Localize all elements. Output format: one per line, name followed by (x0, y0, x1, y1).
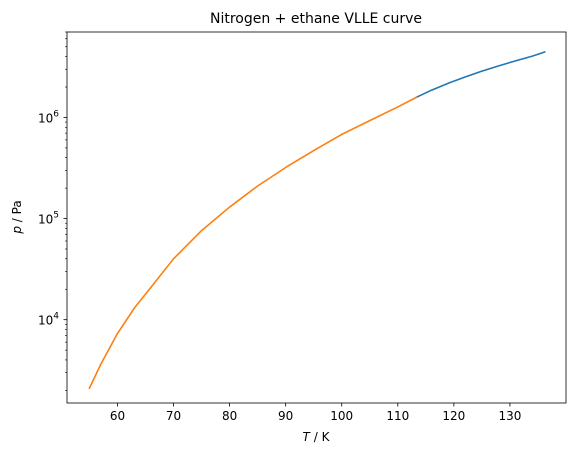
y-axis-label-unit: / Pa (10, 200, 24, 226)
y-tick-label: 105 (38, 211, 59, 227)
x-tick-label: 60 (110, 409, 125, 423)
x-tick-label: 100 (330, 409, 353, 423)
x-tick-label: 80 (222, 409, 237, 423)
x-axis-label-unit: / K (310, 430, 331, 444)
y-tick-label: 104 (38, 312, 59, 328)
y-tick-exponent: 6 (53, 109, 59, 119)
series-line-1 (415, 50, 546, 99)
y-tick-exponent: 5 (53, 211, 59, 221)
x-axis-ticks: 60 70 80 90 100 110 120 130 (110, 403, 521, 423)
y-tick-base: 10 (38, 111, 53, 125)
y-tick-label: 106 (38, 109, 59, 125)
y-tick-exponent: 4 (53, 312, 59, 322)
y-axis-label: p / Pa (10, 200, 24, 234)
x-axis-label-symbol: T (303, 430, 312, 444)
x-tick-label: 120 (442, 409, 465, 423)
x-tick-label: 70 (166, 409, 181, 423)
x-tick-label: 90 (278, 409, 293, 423)
y-axis-label-symbol: p (10, 226, 24, 235)
series-line-2 (88, 96, 418, 390)
series-layer (88, 50, 546, 390)
chart-title: Nitrogen + ethane VLLE curve (210, 11, 422, 27)
plot-frame (66, 31, 567, 404)
x-axis-label: T / K (303, 430, 331, 444)
x-tick-label: 110 (386, 409, 409, 423)
y-tick-base: 10 (38, 213, 53, 227)
x-tick-label: 130 (498, 409, 521, 423)
y-tick-base: 10 (38, 314, 53, 328)
